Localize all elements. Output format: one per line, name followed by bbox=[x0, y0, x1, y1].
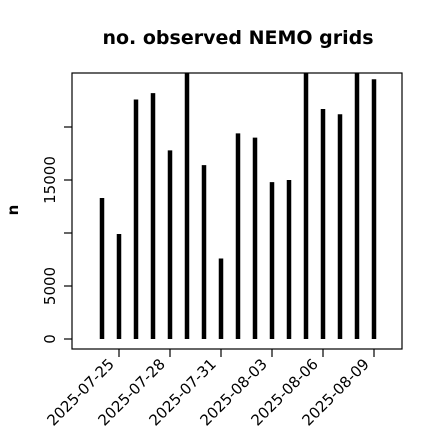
bars bbox=[99, 73, 377, 339]
y-tick-label: 5000 bbox=[41, 267, 59, 305]
plot-box bbox=[71, 72, 403, 350]
x-axis: 2025-07-252025-07-282025-07-312025-08-03… bbox=[43, 349, 375, 429]
y-axis-label: n bbox=[4, 205, 22, 216]
y-tick-label: 0 bbox=[41, 334, 59, 344]
y-tick-label: 15000 bbox=[41, 156, 59, 204]
chart-title: no. observed NEMO grids bbox=[102, 27, 373, 49]
y-axis: 0 5000 15000 bbox=[41, 126, 72, 344]
